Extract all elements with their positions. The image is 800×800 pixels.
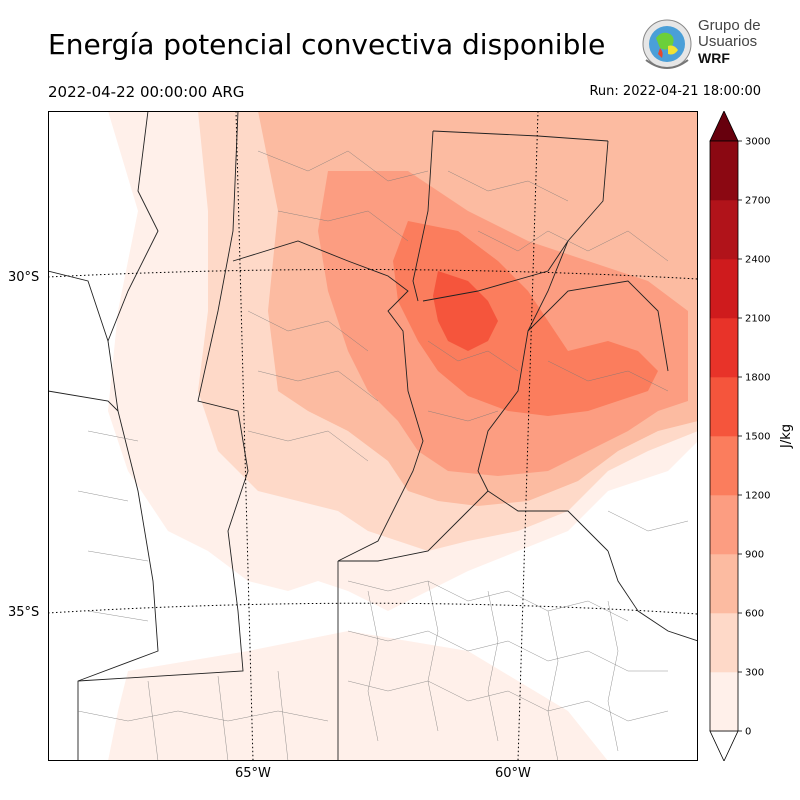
globe-logo-icon — [642, 19, 692, 69]
colorbar-tick-label: 2400 — [745, 255, 770, 266]
colorbar-swatch — [710, 495, 738, 555]
colorbar-tick-label: 1200 — [745, 491, 770, 502]
map-frame — [48, 111, 698, 761]
colorbar-tick-label: 600 — [745, 609, 764, 620]
colorbar-tick-label: 2100 — [745, 314, 770, 325]
colorbar-swatch — [710, 672, 738, 732]
province-boundaries — [48, 111, 669, 761]
valid-time: 2022-04-22 00:00:00 ARG — [48, 83, 245, 101]
colorbar-extend-max — [709, 110, 739, 142]
lat-label-30s: 30°S — [8, 270, 40, 285]
colorbar-tick-label: 1500 — [745, 432, 770, 443]
cape-level-1200 — [393, 221, 658, 416]
colorbar: 0 300 600 900 1200 1500 1800 2100 2400 2700 3000 J/… — [708, 110, 798, 762]
department-boundaries — [77, 150, 689, 761]
run-time: Run: 2022-04-21 18:00:00 — [589, 84, 761, 99]
map-title: Energía potencial convectiva disponible — [48, 28, 606, 61]
logo-line-3: WRF — [698, 50, 730, 66]
colorbar-swatch — [710, 377, 738, 437]
lat-label-35s: 35°S — [8, 605, 40, 620]
colorbar-swatch — [710, 259, 738, 319]
colorbar-swatch — [710, 318, 738, 378]
cape-map — [48, 111, 698, 761]
colorbar-tick-label: 2700 — [745, 196, 770, 207]
lon-label-60w: 60°W — [495, 766, 531, 781]
colorbar-tick-label: 900 — [745, 550, 764, 561]
colorbar-tick-label: 0 — [745, 727, 751, 738]
colorbar-swatch — [710, 554, 738, 614]
colorbar-tick-label: 3000 — [745, 137, 770, 148]
colorbar-swatch — [710, 200, 738, 260]
colorbar-unit-label: J/kg — [779, 424, 794, 449]
colorbar-tick-label: 1800 — [745, 373, 770, 384]
cape-level-1500 — [433, 271, 498, 351]
colorbar-swatch — [710, 436, 738, 496]
logo-line-2: Usuarios — [698, 33, 758, 50]
colorbar-swatch — [710, 613, 738, 673]
map-canvas — [48, 111, 698, 761]
colorbar-tick-label: 300 — [745, 668, 764, 679]
colorbar-extend-min — [709, 730, 739, 762]
lon-label-65w: 65°W — [235, 766, 271, 781]
colorbar-canvas: 0 300 600 900 1200 1500 1800 2100 2400 2700 3000 J/… — [709, 110, 794, 762]
coastline — [607, 550, 698, 642]
colorbar-swatch — [710, 141, 738, 201]
group-logo: Grupo de Usuarios WRF — [638, 16, 766, 76]
logo-line-1: Grupo de — [698, 17, 761, 34]
graticule — [48, 111, 698, 761]
